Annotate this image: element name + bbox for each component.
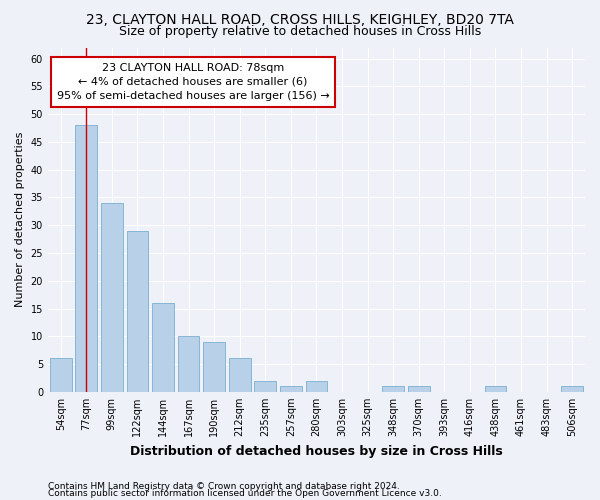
Text: Contains HM Land Registry data © Crown copyright and database right 2024.: Contains HM Land Registry data © Crown c…: [48, 482, 400, 491]
Text: Contains public sector information licensed under the Open Government Licence v3: Contains public sector information licen…: [48, 490, 442, 498]
Y-axis label: Number of detached properties: Number of detached properties: [15, 132, 25, 308]
Bar: [305, 380, 328, 392]
Bar: [127, 231, 148, 392]
Text: 23 CLAYTON HALL ROAD: 78sqm
← 4% of detached houses are smaller (6)
95% of semi-: 23 CLAYTON HALL ROAD: 78sqm ← 4% of deta…: [56, 63, 329, 101]
Bar: [76, 125, 97, 392]
Bar: [101, 203, 123, 392]
X-axis label: Distribution of detached houses by size in Cross Hills: Distribution of detached houses by size …: [130, 444, 503, 458]
Bar: [203, 342, 225, 392]
Bar: [50, 358, 71, 392]
Bar: [229, 358, 251, 392]
Bar: [408, 386, 430, 392]
Text: Size of property relative to detached houses in Cross Hills: Size of property relative to detached ho…: [119, 25, 481, 38]
Bar: [562, 386, 583, 392]
Bar: [280, 386, 302, 392]
Bar: [178, 336, 199, 392]
Bar: [382, 386, 404, 392]
Text: 23, CLAYTON HALL ROAD, CROSS HILLS, KEIGHLEY, BD20 7TA: 23, CLAYTON HALL ROAD, CROSS HILLS, KEIG…: [86, 12, 514, 26]
Bar: [485, 386, 506, 392]
Bar: [254, 380, 276, 392]
Bar: [152, 303, 174, 392]
